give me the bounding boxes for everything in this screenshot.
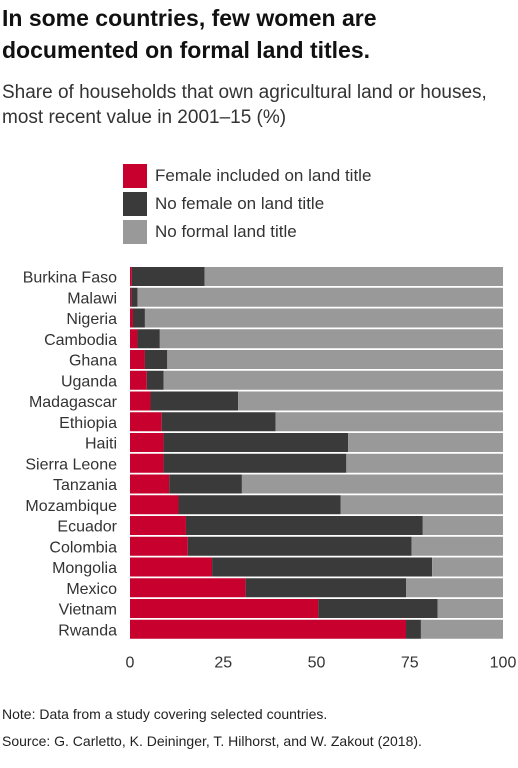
- bar-segment-no-female: [131, 287, 138, 307]
- category-label: Ethiopia: [59, 415, 117, 432]
- bar-segment-no-title: [137, 287, 503, 307]
- category-label: Burkina Faso: [23, 270, 117, 287]
- bar-segment-female: [130, 412, 162, 432]
- bar-segment-female: [130, 308, 133, 328]
- x-tick-label: 100: [490, 655, 517, 672]
- category-label: Malawi: [67, 290, 117, 307]
- bar-segment-no-female: [187, 536, 412, 556]
- bar-segment-no-title: [167, 350, 504, 369]
- x-tick-label: 0: [126, 655, 135, 672]
- bar-segment-no-female: [161, 412, 276, 432]
- bar-segment-no-title: [340, 495, 503, 515]
- category-label: Rwanda: [58, 622, 117, 639]
- bar-segment-female: [130, 599, 319, 618]
- bar-segment-female: [130, 391, 151, 411]
- bar-segment-female: [130, 619, 407, 639]
- legend-label-female: Female included on land title: [155, 166, 372, 185]
- bar-segment-no-female: [163, 433, 349, 452]
- bar-segment-no-title: [432, 557, 503, 577]
- category-label: Haiti: [85, 436, 117, 453]
- bar-segment-no-title: [346, 453, 503, 473]
- bar-segment-no-female: [131, 267, 205, 286]
- bar-segment-female: [130, 474, 170, 494]
- category-label: Tanzania: [53, 477, 117, 494]
- bar-segment-no-female: [406, 619, 421, 639]
- bar-segment-no-title: [422, 516, 503, 535]
- bar-segment-no-female: [144, 350, 168, 369]
- category-label: Uganda: [61, 373, 117, 390]
- bar-segment-female: [130, 536, 188, 556]
- bar-segment-female: [130, 287, 132, 307]
- bar-segment-female: [130, 267, 132, 286]
- bar-segment-no-female: [318, 599, 438, 618]
- legend-label-no-title: No formal land title: [155, 222, 297, 241]
- category-label: Cambodia: [44, 332, 117, 349]
- bar-segment-no-female: [185, 516, 423, 535]
- bar-segment-no-title: [204, 267, 503, 286]
- legend-swatch-no-female: [123, 192, 147, 216]
- bar-segment-no-title: [437, 599, 503, 618]
- bar-segment-no-title: [144, 308, 504, 328]
- bar-segment-female: [130, 453, 164, 473]
- bar-segment-no-title: [411, 536, 503, 556]
- bar-segment-no-female: [163, 453, 347, 473]
- bar-segment-no-female: [150, 391, 239, 411]
- stacked-bar-chart: Burkina Faso Malawi Nigeria Cambodia Ghana Ug…: [23, 267, 517, 672]
- bar-segment-no-female: [212, 557, 433, 577]
- bar-segment-no-title: [163, 370, 503, 390]
- category-label: Colombia: [49, 539, 117, 556]
- bar-segment-no-female: [132, 308, 145, 328]
- category-label: Vietnam: [59, 602, 117, 619]
- category-label: Mongolia: [52, 560, 117, 577]
- x-tick-label: 50: [308, 655, 326, 672]
- bar-segment-no-title: [241, 474, 503, 494]
- bar-segment-no-title: [348, 433, 503, 452]
- bar-segment-female: [130, 578, 246, 598]
- legend-label-no-female: No female on land title: [155, 194, 325, 213]
- bar-segment-female: [130, 557, 213, 577]
- category-label: Nigeria: [66, 311, 117, 328]
- category-label: Sierra Leone: [25, 456, 117, 473]
- bar-segment-no-title: [275, 412, 503, 432]
- category-label: Mozambique: [25, 498, 117, 515]
- chart-note: Note: Data from a study covering selecte…: [2, 706, 328, 722]
- category-label: Ecuador: [57, 519, 117, 536]
- bar-segment-no-title: [420, 619, 503, 639]
- bar-segment-no-title: [406, 578, 503, 598]
- category-label: Madagascar: [29, 394, 118, 411]
- bar-segment-female: [130, 329, 138, 349]
- chart-title: In some countries, few women are documen…: [2, 5, 377, 63]
- bar-segment-female: [130, 433, 164, 452]
- chart-subtitle: Share of households that own agricultura…: [2, 82, 487, 128]
- bar-segment-no-female: [169, 474, 242, 494]
- bar-segment-female: [130, 370, 147, 390]
- x-tick-label: 25: [214, 655, 232, 672]
- bar-segment-no-female: [137, 329, 160, 349]
- bar-segment-no-title: [159, 329, 503, 349]
- bar-segment-female: [130, 495, 179, 515]
- bar-segment-no-title: [238, 391, 504, 411]
- x-tick-label: 75: [401, 655, 419, 672]
- bar-segment-female: [130, 350, 145, 369]
- legend-swatch-female: [123, 164, 147, 188]
- bar-segment-no-female: [146, 370, 164, 390]
- category-label: Ghana: [69, 353, 117, 370]
- bar-segment-female: [130, 516, 186, 535]
- legend-swatch-no-title: [123, 220, 147, 244]
- bar-segment-no-female: [178, 495, 341, 515]
- chart-source: Source: G. Carletto, K. Deininger, T. Hi…: [2, 733, 422, 749]
- bar-segment-no-female: [245, 578, 407, 598]
- category-label: Mexico: [66, 581, 117, 598]
